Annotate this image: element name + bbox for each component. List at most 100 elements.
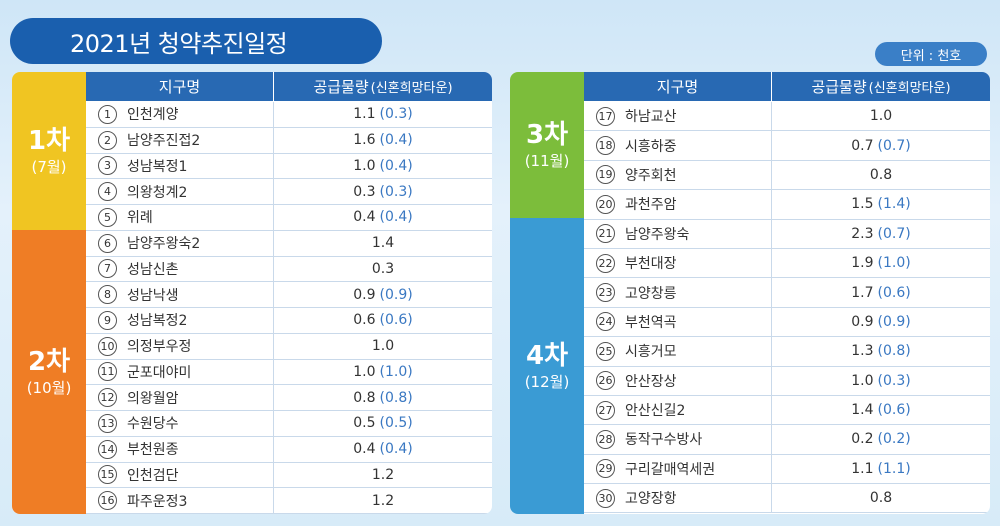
district-cell: 27 안산신길2 [584, 395, 772, 425]
district-cell: 28 동작구수방사 [584, 425, 772, 454]
newlywed-supply-value: (0.4) [379, 132, 413, 149]
supply-cell: 0.5 (0.5) [274, 411, 492, 436]
district-cell: 9 성남복정2 [86, 308, 274, 333]
supply-value: 1.6 [353, 132, 376, 149]
rows-container: 1 인천계양 1.1 (0.3) 2 남양주진접2 1.6 (0.4) 3 성남복정1 1.0 (0.… [86, 102, 492, 514]
district-cell: 18 시흥하중 [584, 131, 772, 160]
district-name: 인천검단 [127, 467, 179, 484]
district-cell: 4 의왕청계2 [86, 179, 274, 204]
district-cell: 20 과천주암 [584, 190, 772, 219]
phase-title: 3차 [525, 120, 568, 150]
district-cell: 15 인천검단 [86, 462, 274, 488]
district-cell: 10 의정부우정 [86, 333, 274, 359]
district-name: 부천역곡 [625, 314, 677, 331]
district-name: 남양주왕숙 [625, 226, 690, 243]
district-name: 안산신길2 [625, 403, 686, 420]
table-row: 22 부천대장 1.9 (1.0) [584, 248, 990, 279]
table-row: 1 인천계양 1.1 (0.3) [86, 102, 492, 128]
district-name: 위례 [127, 210, 153, 227]
supply-cell: 1.5 (1.4) [772, 190, 990, 218]
newlywed-supply-value: (0.2) [877, 431, 911, 448]
district-name: 동작구수방사 [625, 432, 703, 449]
supply-value: 0.9 [851, 313, 874, 330]
supply-value: 0.3 [371, 260, 395, 277]
district-cell: 13 수원당수 [86, 411, 274, 436]
supply-value: 1.0 [353, 363, 376, 380]
table-row: 10 의정부우정 1.0 [86, 333, 492, 360]
supply-cell: 0.6 (0.6) [274, 308, 492, 333]
row-number: 16 [98, 491, 117, 511]
phase-month: (12월) [524, 373, 570, 391]
phase-title: 4차 [525, 341, 568, 371]
district-name: 부천원종 [127, 442, 179, 459]
header-supply-label: 공급물량 [811, 78, 867, 96]
district-cell: 1 인천계양 [86, 102, 274, 127]
supply-cell: 1.7 (0.6) [772, 278, 990, 306]
supply-value: 0.3 [353, 183, 376, 200]
supply-value: 1.2 [371, 466, 395, 483]
newlywed-supply-value: (0.6) [379, 312, 413, 329]
supply-value: 0.8 [869, 490, 893, 507]
newlywed-supply-value: (0.8) [877, 343, 911, 360]
district-cell: 11 군포대야미 [86, 359, 274, 385]
table-row: 25 시흥거모 1.3 (0.8) [584, 337, 990, 367]
header-supply: 공급물량 (신혼희망타운) [274, 72, 492, 101]
row-number: 29 [596, 459, 615, 479]
row-number: 26 [596, 371, 615, 391]
district-name: 성남복정2 [127, 313, 188, 330]
header-supply-sub: (신혼희망타운) [370, 81, 453, 96]
newlywed-supply-value: (0.9) [379, 286, 413, 303]
supply-cell: 0.7 (0.7) [772, 131, 990, 159]
district-name: 시흥하중 [625, 138, 677, 155]
phase-2-label: 2차 (10월) [12, 230, 86, 514]
row-number: 17 [596, 106, 615, 126]
row-number: 7 [98, 259, 117, 279]
supply-value: 0.7 [851, 137, 874, 154]
supply-cell: 0.4 (0.4) [274, 437, 492, 462]
row-number: 19 [596, 165, 615, 185]
table-row: 20 과천주암 1.5 (1.4) [584, 190, 990, 220]
table-row: 11 군포대야미 1.0 (1.0) [86, 359, 492, 386]
row-number: 20 [596, 194, 615, 214]
supply-value: 1.2 [371, 492, 395, 509]
district-name: 성남복정1 [127, 158, 188, 175]
table-row: 12 의왕월암 0.8 (0.8) [86, 385, 492, 411]
schedule-table-left: 1차 (7월) 2차 (10월) 지구명 공급물량 (신혼희망타운) 1 인천계양 1… [12, 72, 492, 514]
supply-cell: 1.1 (0.3) [274, 102, 492, 127]
table-row: 5 위례 0.4 (0.4) [86, 205, 492, 231]
supply-cell: 1.1 (1.1) [772, 455, 990, 483]
supply-cell: 1.0 [274, 334, 492, 359]
supply-cell: 1.0 (0.3) [772, 367, 990, 395]
table-row: 6 남양주왕숙2 1.4 [86, 230, 492, 257]
district-name: 안산장상 [625, 373, 677, 390]
newlywed-supply-value: (0.6) [877, 402, 911, 419]
table-row: 23 고양창릉 1.7 (0.6) [584, 278, 990, 308]
newlywed-supply-value: (0.8) [379, 389, 413, 406]
district-name: 수원당수 [127, 416, 179, 433]
district-name: 남양주진접2 [127, 133, 201, 150]
table-row: 29 구리갈매역세권 1.1 (1.1) [584, 454, 990, 485]
phase-month: (7월) [31, 158, 67, 176]
supply-cell: 1.0 (1.0) [274, 360, 492, 385]
district-name: 고양창릉 [625, 285, 677, 302]
supply-value: 1.7 [851, 284, 874, 301]
newlywed-supply-value: (0.6) [877, 284, 911, 301]
table-row: 8 성남낙생 0.9 (0.9) [86, 282, 492, 308]
table-header: 지구명 공급물량 (신혼희망타운) [584, 72, 990, 102]
newlywed-supply-value: (0.3) [379, 183, 413, 200]
district-name: 성남신촌 [127, 261, 179, 278]
district-cell: 16 파주운정3 [86, 488, 274, 513]
district-name: 의왕청계2 [127, 184, 188, 201]
district-cell: 21 남양주왕숙 [584, 219, 772, 248]
supply-cell: 0.3 [274, 257, 492, 282]
district-name: 남양주왕숙2 [127, 236, 201, 253]
supply-cell: 1.2 [274, 463, 492, 488]
row-number: 13 [98, 413, 117, 433]
table-row: 21 남양주왕숙 2.3 (0.7) [584, 219, 990, 249]
district-cell: 6 남양주왕숙2 [86, 230, 274, 256]
supply-value: 1.0 [353, 157, 376, 174]
newlywed-supply-value: (0.3) [877, 372, 911, 389]
district-cell: 19 양주회천 [584, 160, 772, 190]
phase-4-label: 4차 (12월) [510, 218, 584, 514]
supply-cell: 1.3 (0.8) [772, 337, 990, 365]
